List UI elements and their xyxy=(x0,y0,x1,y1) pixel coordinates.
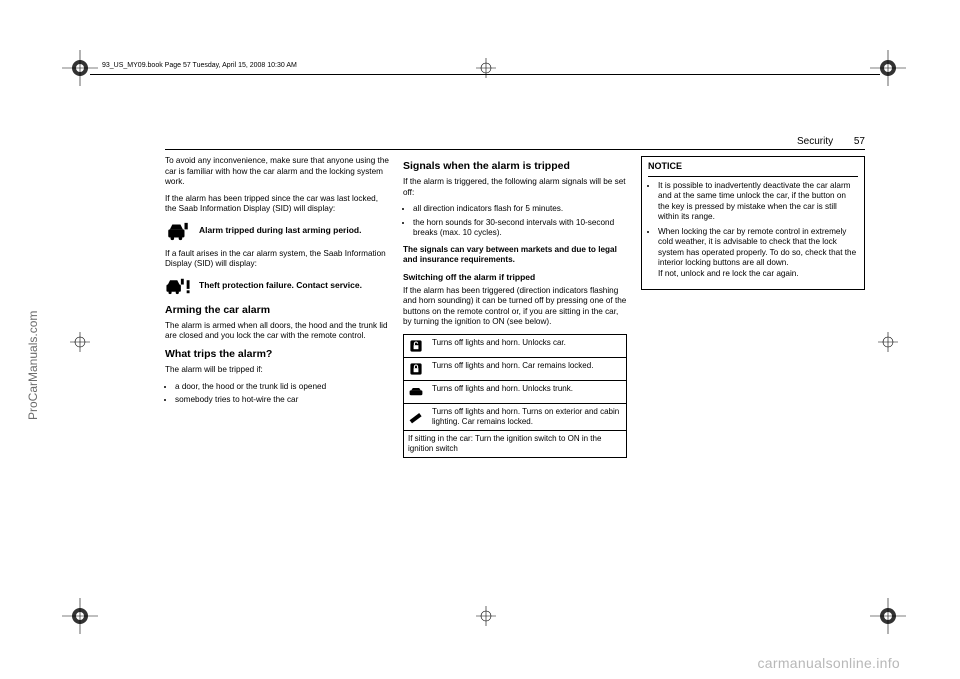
reg-mark-small-icon xyxy=(870,324,906,360)
list-item: the horn sounds for 30-second intervals … xyxy=(413,218,627,239)
heading-trips: What trips the alarm? xyxy=(165,348,389,361)
column-1: To avoid any inconvenience, make sure th… xyxy=(165,156,389,458)
reg-mark-small-icon xyxy=(62,324,98,360)
reg-mark-icon xyxy=(870,598,906,634)
trunk-icon xyxy=(404,381,428,403)
car-warning-icon xyxy=(165,276,191,296)
bullet-list: all direction indicators flash for 5 min… xyxy=(403,204,627,239)
table-text: If sitting in the car: Turn the ignition… xyxy=(404,431,626,457)
list-item: a door, the hood or the trunk lid is ope… xyxy=(175,382,389,393)
table-row: Turns off lights and horn. Car remains l… xyxy=(404,358,626,381)
page-number: 57 xyxy=(854,136,865,147)
section-name: Security xyxy=(797,136,833,147)
panic-icon xyxy=(404,404,428,430)
table-text: Turns off lights and horn. Unlocks trunk… xyxy=(428,381,626,403)
reg-mark-small-icon xyxy=(468,50,504,86)
lock-icon xyxy=(404,358,428,380)
table-text: Turns off lights and horn. Turns on exte… xyxy=(428,404,626,430)
table-row: Turns off lights and horn. Turns on exte… xyxy=(404,404,626,431)
table-row: If sitting in the car: Turn the ignition… xyxy=(404,431,626,457)
heading-arming: Arming the car alarm xyxy=(165,304,389,317)
table-row: Turns off lights and horn. Unlocks car. xyxy=(404,335,626,358)
heading-signals: Signals when the alarm is tripped xyxy=(403,160,627,173)
body-text: To avoid any inconvenience, make sure th… xyxy=(165,156,389,188)
sid-message: Alarm tripped during last arming period. xyxy=(165,221,389,241)
body-text: If a fault arises in the car alarm syste… xyxy=(165,249,389,270)
running-head: Security 57 xyxy=(165,136,865,150)
side-watermark: ProCarManuals.com xyxy=(26,311,40,420)
reg-mark-icon xyxy=(870,50,906,86)
car-alarm-icon xyxy=(165,221,191,241)
column-3: NOTICE It is possible to inadvertently d… xyxy=(641,156,865,458)
body-text: If the alarm is triggered, the following… xyxy=(403,177,627,198)
bullet-list: a door, the hood or the trunk lid is ope… xyxy=(165,382,389,406)
body-text: The alarm is armed when all doors, the h… xyxy=(165,321,389,342)
notice-title: NOTICE xyxy=(648,161,858,177)
sid-text: Theft protection failure. Contact servic… xyxy=(199,280,362,290)
notice-text: When locking the car by remote control i… xyxy=(658,227,856,268)
book-header-rule xyxy=(90,74,880,75)
footer-watermark: carmanualsonline.info xyxy=(758,655,901,671)
list-item: When locking the car by remote control i… xyxy=(658,227,858,280)
table-text: Turns off lights and horn. Unlocks car. xyxy=(428,335,626,357)
reg-mark-icon xyxy=(62,598,98,634)
list-item: all direction indicators flash for 5 min… xyxy=(413,204,627,215)
unlock-icon xyxy=(404,335,428,357)
body-text: If the alarm has been triggered (directi… xyxy=(403,286,627,328)
remote-actions-table: Turns off lights and horn. Unlocks car. … xyxy=(403,334,627,458)
column-2: Signals when the alarm is tripped If the… xyxy=(403,156,627,458)
list-item: somebody tries to hot-wire the car xyxy=(175,395,389,406)
sid-message: Theft protection failure. Contact servic… xyxy=(165,276,389,296)
table-row: Turns off lights and horn. Unlocks trunk… xyxy=(404,381,626,404)
notice-box: NOTICE It is possible to inadvertently d… xyxy=(641,156,865,290)
notice-text: If not, unlock and re lock the car again… xyxy=(658,269,799,278)
heading-switchoff: Switching off the alarm if tripped xyxy=(403,272,627,283)
reg-mark-icon xyxy=(62,50,98,86)
body-text: The alarm will be tripped if: xyxy=(165,365,389,376)
table-text: Turns off lights and horn. Car remains l… xyxy=(428,358,626,380)
page-content: Security 57 To avoid any inconvenience, … xyxy=(165,140,865,640)
sid-text: Alarm tripped during last arming period. xyxy=(199,225,361,235)
body-text: If the alarm has been tripped since the … xyxy=(165,194,389,215)
body-text: The signals can vary between markets and… xyxy=(403,245,627,266)
book-header: 93_US_MY09.book Page 57 Tuesday, April 1… xyxy=(102,62,297,69)
list-item: It is possible to inadvertently deactiva… xyxy=(658,181,858,223)
